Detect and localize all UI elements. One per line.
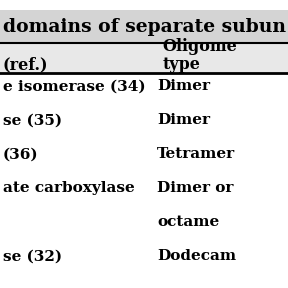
- Text: e isomerase (34): e isomerase (34): [3, 79, 145, 93]
- Text: domains of separate subun: domains of separate subun: [3, 18, 286, 36]
- Text: Dimer or: Dimer or: [157, 181, 233, 195]
- Bar: [0, 10, 288, 43]
- Text: ate carboxylase: ate carboxylase: [3, 181, 134, 195]
- Text: Dimer: Dimer: [157, 113, 210, 127]
- Text: se (35): se (35): [3, 113, 62, 127]
- Text: octame: octame: [157, 215, 219, 229]
- Text: type: type: [163, 56, 201, 73]
- Text: se (32): se (32): [3, 249, 62, 263]
- Text: Tetramer: Tetramer: [157, 147, 235, 161]
- Bar: [0, 43, 288, 73]
- Text: (ref.): (ref.): [3, 56, 48, 73]
- Text: Oligome: Oligome: [163, 38, 238, 55]
- Text: (36): (36): [3, 147, 39, 161]
- Text: Dodecam: Dodecam: [157, 249, 236, 263]
- Text: Dimer: Dimer: [157, 79, 210, 93]
